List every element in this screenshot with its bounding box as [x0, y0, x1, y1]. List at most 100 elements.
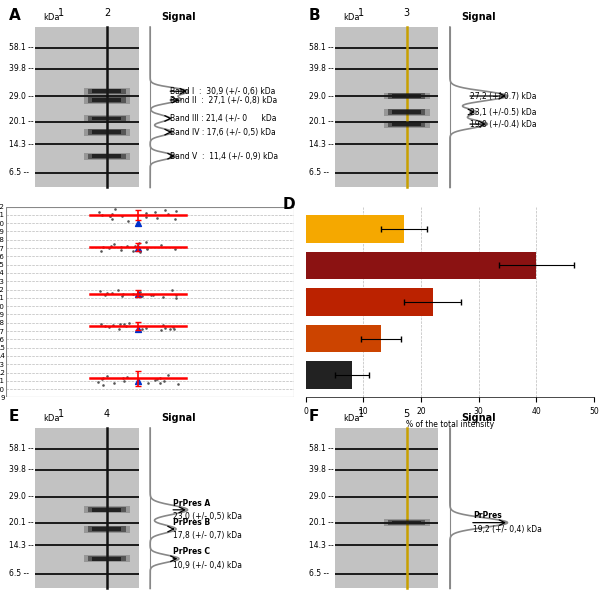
Text: 14.3 --: 14.3 -- [308, 140, 334, 149]
Text: 3: 3 [404, 8, 410, 19]
Bar [392, 521, 421, 524]
Point [96, 320, 106, 329]
Text: 6.5 --: 6.5 -- [308, 570, 329, 579]
Bar [88, 153, 125, 159]
Point [100, 321, 109, 331]
Text: 14.3 --: 14.3 -- [9, 140, 34, 149]
Text: Band I  :  30,9 (+/- 0,6) kDa: Band I : 30,9 (+/- 0,6) kDa [170, 87, 275, 95]
Point [116, 242, 126, 252]
Bar [383, 109, 430, 115]
Point [102, 371, 112, 381]
Text: 6.5 --: 6.5 -- [308, 169, 329, 178]
Bar [383, 519, 430, 526]
Bar [92, 130, 121, 134]
Point [98, 373, 108, 382]
Point [118, 373, 127, 382]
Point [152, 374, 161, 384]
Point [133, 243, 143, 253]
Point [118, 291, 127, 301]
Bar [84, 525, 130, 533]
Bar [35, 143, 139, 145]
Point [143, 378, 153, 387]
Text: Band IV : 17,6 (+/- 0,5) kDa: Band IV : 17,6 (+/- 0,5) kDa [170, 127, 276, 137]
Bar [35, 121, 139, 123]
Bar [392, 94, 421, 98]
Text: 10,9 (+/- 0,4) kDa: 10,9 (+/- 0,4) kDa [173, 561, 242, 570]
Bar [335, 172, 439, 174]
Bar [84, 153, 130, 159]
Bar [92, 117, 121, 120]
Point [142, 244, 152, 254]
Text: Signal: Signal [461, 413, 496, 423]
Bar [335, 469, 439, 471]
Bar [92, 155, 121, 158]
Point [122, 242, 132, 251]
Bar [306, 215, 404, 243]
Bar [88, 129, 125, 135]
Point [96, 246, 106, 256]
Point [109, 320, 118, 330]
Point [172, 290, 181, 300]
Point [118, 211, 127, 220]
Text: 29.0 --: 29.0 -- [9, 92, 34, 100]
Point [133, 289, 143, 298]
Point [122, 321, 131, 331]
Text: Band III : 21,4 (+/- 0      kDa: Band III : 21,4 (+/- 0 kDa [170, 114, 277, 123]
Point [119, 319, 128, 329]
Point [94, 207, 104, 216]
Text: 6.5 --: 6.5 -- [9, 169, 29, 178]
Text: 19,2 (+/- 0,4) kDa: 19,2 (+/- 0,4) kDa [473, 524, 542, 533]
Point [93, 377, 103, 387]
Bar [84, 506, 130, 513]
Point [158, 320, 167, 330]
Bar [335, 95, 439, 97]
Bar [306, 325, 381, 352]
Point [168, 322, 178, 332]
Text: Signal: Signal [161, 413, 196, 423]
Text: 1: 1 [58, 8, 64, 19]
Bar [335, 121, 439, 123]
Text: kDa: kDa [343, 414, 360, 423]
Text: 39.8 --: 39.8 -- [9, 465, 34, 474]
Bar [92, 98, 121, 102]
Point [142, 213, 151, 222]
Point [134, 238, 144, 248]
Point [130, 241, 139, 251]
Point [136, 248, 145, 257]
Point [135, 288, 145, 297]
Point [152, 213, 162, 223]
Text: 20.1 --: 20.1 -- [308, 518, 333, 527]
Point [142, 323, 151, 333]
Text: 58.1 --: 58.1 -- [308, 445, 333, 454]
Point [113, 284, 123, 294]
Bar [335, 544, 439, 546]
Bar [335, 143, 439, 145]
Text: 2: 2 [104, 8, 110, 19]
Bar [35, 27, 139, 187]
Text: PrPres C: PrPres C [173, 547, 210, 556]
Point [158, 292, 168, 302]
Bar [392, 123, 421, 126]
Point [109, 378, 118, 387]
Point [104, 243, 113, 253]
Text: B: B [308, 8, 320, 23]
Bar [35, 428, 139, 588]
Text: 29.0 --: 29.0 -- [9, 492, 34, 501]
Text: 20.1 --: 20.1 -- [9, 518, 34, 527]
Bar [88, 507, 125, 512]
Point [170, 244, 179, 254]
Bar [388, 520, 425, 525]
Point [170, 214, 180, 224]
Point [98, 374, 107, 384]
Point [137, 291, 147, 301]
Point [128, 246, 137, 255]
Point [163, 209, 173, 219]
Bar [335, 428, 439, 588]
Bar [35, 47, 139, 49]
Text: 14.3 --: 14.3 -- [9, 541, 34, 550]
Point [116, 245, 126, 254]
Legend: French atypical
isolates (17
sheep, 2 goats), Nor 98 isolate, Medium (—)
and var: French atypical isolates (17 sheep, 2 go… [304, 214, 382, 307]
Bar [335, 47, 439, 49]
Text: 1: 1 [358, 8, 364, 19]
Point [95, 286, 105, 296]
